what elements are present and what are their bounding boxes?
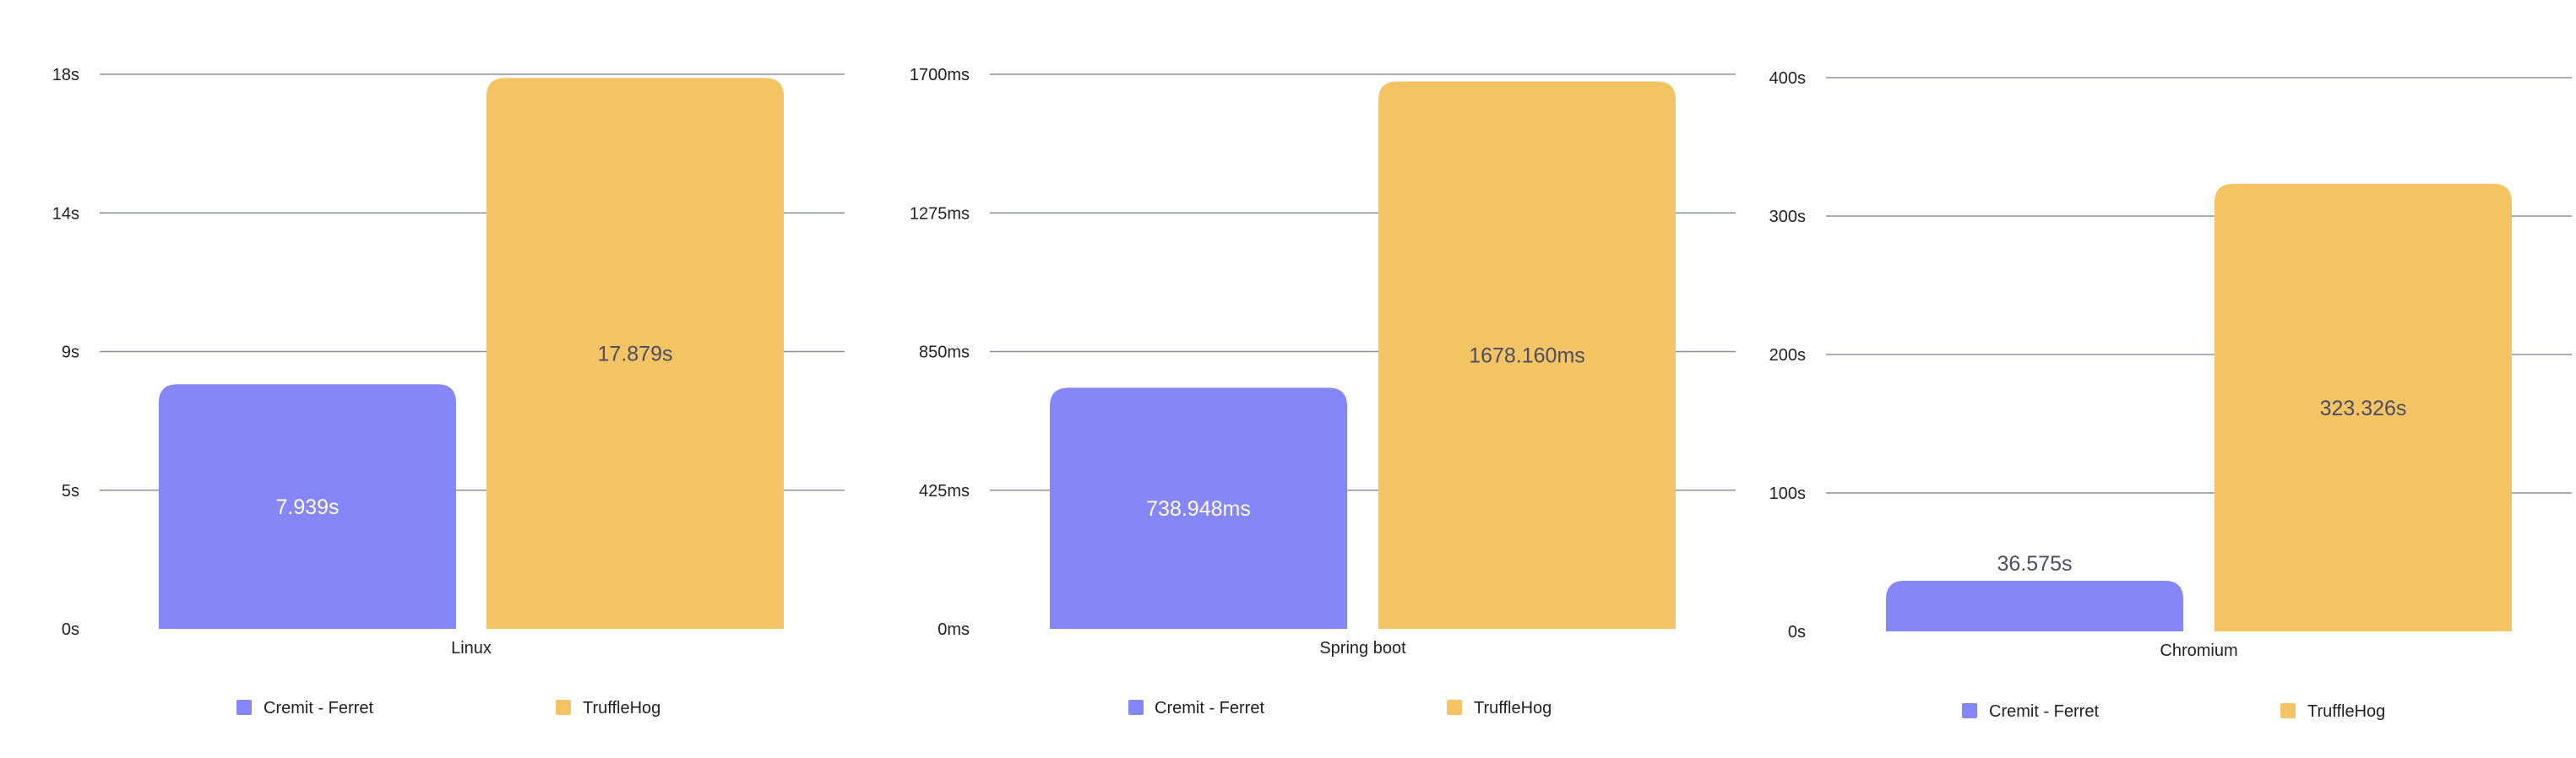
y-tick-label: 18s xyxy=(52,66,79,84)
legend-swatch xyxy=(2280,703,2296,718)
data-label: 7.939s xyxy=(275,495,339,519)
legend-label: Cremit - Ferret xyxy=(1155,699,1264,717)
legend-swatch xyxy=(1962,703,1977,718)
y-tick-label: 850ms xyxy=(919,344,970,362)
data-label: 323.326s xyxy=(2320,397,2407,420)
bar-cremit-ferret xyxy=(1050,387,1347,629)
y-tick-label: 5s xyxy=(62,482,79,501)
bar-trufflehog xyxy=(1378,81,1676,629)
y-tick-label: 0s xyxy=(62,620,79,639)
chart-panel-2: 0ms 425ms 850ms 1275ms 1700ms 738.948ms 1678.1… xyxy=(910,66,1736,717)
legend-swatch xyxy=(1447,700,1462,715)
legend-label: TruffleHog xyxy=(583,699,660,717)
bar-cremit-ferret xyxy=(159,384,456,629)
y-tick-label: 200s xyxy=(1769,346,1806,365)
y-tick-label: 300s xyxy=(1769,208,1806,226)
y-tick-label: 14s xyxy=(52,204,79,223)
x-category-label: Chromium xyxy=(2160,642,2237,660)
legend-label: Cremit - Ferret xyxy=(264,699,373,717)
legend-swatch xyxy=(556,700,571,715)
chart-panel-1: 0s 5s 9s 14s 18s 7.939s 17.879s Linux Cremit - F… xyxy=(52,66,845,717)
legend-swatch xyxy=(1128,700,1144,715)
x-category-label: Spring boot xyxy=(1319,639,1406,658)
legend-label: TruffleHog xyxy=(2307,702,2385,721)
y-tick-label: 400s xyxy=(1769,69,1806,88)
y-tick-label: 0s xyxy=(1788,623,1806,642)
y-tick-label: 1275ms xyxy=(910,204,970,223)
x-category-label: Linux xyxy=(451,639,492,658)
bar-cremit-ferret xyxy=(1886,581,2183,631)
data-label: 738.948ms xyxy=(1146,497,1251,521)
y-tick-label: 9s xyxy=(62,344,79,362)
y-tick-label: 1700ms xyxy=(910,66,970,84)
data-label: 17.879s xyxy=(598,343,673,366)
data-label: 1678.160ms xyxy=(1469,344,1585,368)
bar-trufflehog xyxy=(486,78,784,629)
y-tick-label: 0ms xyxy=(937,620,970,639)
legend-label: TruffleHog xyxy=(1474,699,1552,717)
data-label: 36.575s xyxy=(1997,552,2073,576)
chart-panel-3: 0s 100s 200s 300s 400s 36.575s 323.326s Chromiu… xyxy=(1769,69,2572,721)
y-tick-label: 425ms xyxy=(919,482,970,501)
legend-label: Cremit - Ferret xyxy=(1989,702,2099,721)
bar-trufflehog xyxy=(2215,183,2512,631)
legend-swatch xyxy=(236,700,252,715)
y-tick-label: 100s xyxy=(1769,485,1806,503)
